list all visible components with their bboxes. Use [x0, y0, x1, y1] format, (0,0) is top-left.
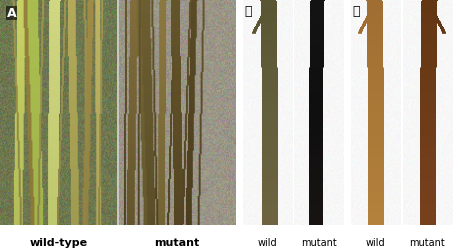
- Text: mutant: mutant: [301, 238, 337, 248]
- Text: wild: wild: [366, 238, 385, 248]
- Text: mutant: mutant: [410, 238, 445, 248]
- Text: Ⓒ: Ⓒ: [352, 5, 360, 18]
- Text: mutant: mutant: [154, 238, 199, 248]
- Text: wild-type: wild-type: [30, 238, 88, 248]
- Text: A: A: [7, 7, 16, 20]
- Text: wild: wild: [258, 238, 277, 248]
- Text: Ⓑ: Ⓑ: [244, 5, 252, 18]
